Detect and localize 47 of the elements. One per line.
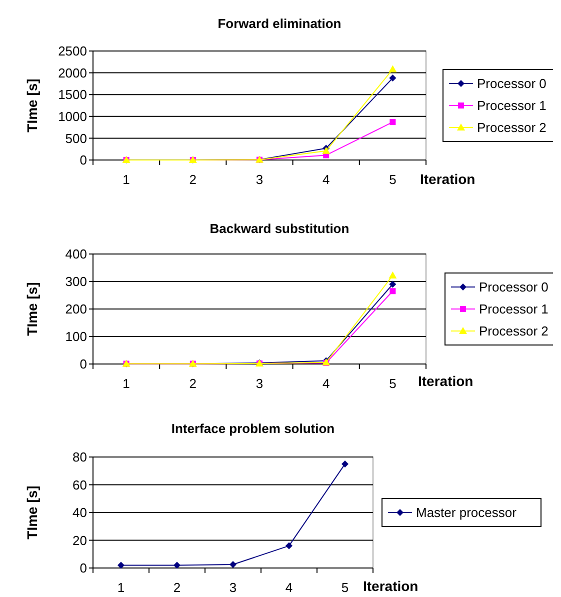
y-tick-label: 2000 [58,65,87,80]
x-tick-label: 1 [122,172,130,187]
y-tick-label: 300 [65,274,87,290]
y-tick-label: 0 [80,560,87,576]
y-tick-label: 2500 [58,44,87,59]
y-tick-label: 80 [72,450,87,465]
legend-label: Processor 2 [479,324,548,339]
y-tick-label: 0 [80,356,87,372]
x-tick-label: 2 [173,580,181,595]
chart-title: Interface problem solution [171,421,335,436]
x-tick-label: 4 [285,580,293,595]
x-tick-label: 3 [256,172,264,187]
chart-title: Backward substitution [210,221,350,236]
y-axis-title: TIme [s] [24,486,40,540]
y-tick-label: 1000 [58,108,87,124]
x-tick-label: 5 [389,172,396,187]
y-tick-label: 400 [65,246,87,262]
x-axis-title: Iteration [418,373,474,389]
x-tick-label: 4 [322,172,330,187]
x-tick-label: 2 [189,172,197,187]
y-tick-label: 40 [72,505,87,520]
y-axis-title: TIme [s] [24,282,40,336]
legend-label: Processor 0 [477,76,546,92]
x-axis-title: Iteration [363,578,418,594]
y-tick-label: 0 [80,152,87,168]
x-tick-label: 5 [389,376,396,391]
x-tick-label: 5 [341,580,349,595]
x-axis-title: Iteration [420,171,476,187]
y-tick-label: 100 [65,329,87,344]
x-tick-label: 3 [256,376,264,391]
legend-label: Processor 0 [479,280,548,295]
chart-title: Forward elimination [218,16,342,31]
x-tick-label: 1 [122,376,130,391]
x-tick-label: 4 [322,376,330,391]
y-tick-label: 20 [72,532,87,548]
y-tick-label: 1500 [58,87,87,102]
y-tick-label: 500 [65,130,87,146]
y-tick-label: 200 [65,302,87,317]
x-tick-label: 3 [229,580,237,595]
x-tick-label: 2 [189,376,197,391]
legend-label: Processor 2 [477,120,546,136]
legend-label: Processor 1 [479,302,548,317]
x-tick-label: 1 [117,580,125,595]
legend-label: Master processor [416,505,518,520]
y-tick-label: 60 [72,477,87,492]
y-axis-title: TIme [s] [24,78,40,132]
legend-label: Processor 1 [477,98,546,114]
